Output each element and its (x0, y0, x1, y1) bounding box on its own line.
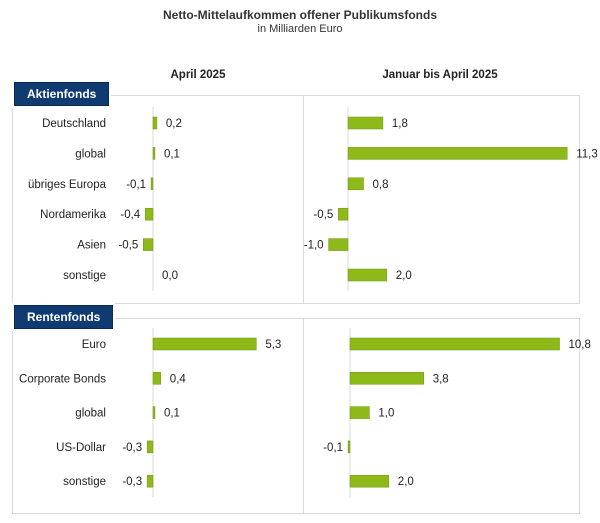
bar (347, 147, 568, 160)
category-label: Nordamerika (40, 209, 106, 221)
bar (152, 147, 156, 160)
bar (152, 116, 158, 130)
data-label: 2,0 (396, 270, 412, 282)
category-label: global (75, 148, 106, 160)
bar (347, 177, 364, 191)
data-label: 0,2 (166, 118, 182, 130)
bar (347, 268, 388, 282)
data-label: -0,3 (122, 442, 142, 454)
bar (146, 440, 154, 454)
panel-aktienfonds (12, 95, 580, 304)
bar (144, 207, 154, 221)
category-label: Euro (82, 339, 106, 351)
bar (347, 116, 384, 130)
bar (338, 207, 349, 221)
bar (349, 337, 560, 351)
bar (347, 440, 351, 454)
column-header-jan-apr: Januar bis April 2025 (382, 69, 498, 81)
data-label: 1,0 (378, 408, 394, 420)
category-label: US-Dollar (56, 442, 106, 454)
section-badge-aktienfonds: Aktienfonds (14, 82, 110, 106)
panel-rentenfonds (12, 318, 580, 514)
category-label: global (75, 408, 106, 420)
data-label: -0,1 (126, 179, 146, 191)
chart-group: 5,3 Euro 0,4 Corporate Bonds 0,1 global -0,3 US… (19, 328, 281, 498)
bar (152, 406, 156, 419)
chart-subtitle: in Milliarden Euro (257, 23, 343, 35)
chart-title: Netto-Mittelaufkommen offener Publikumsf… (162, 8, 437, 22)
data-label: 0,0 (162, 270, 178, 282)
data-label: 0,1 (164, 408, 180, 420)
chart-group: 0,2 Deutschland 0,1 global -0,1 übriges Europ… (28, 107, 182, 291)
category-label: sonstige (63, 270, 106, 282)
data-label: 5,3 (265, 339, 281, 351)
bar (146, 474, 154, 488)
bar (349, 406, 370, 419)
bar (152, 337, 257, 351)
category-label: Asien (77, 240, 106, 252)
bar (328, 238, 349, 251)
bar (143, 238, 154, 251)
data-label: 0,8 (373, 179, 389, 191)
data-label: 1,8 (392, 118, 408, 130)
category-label: Corporate Bonds (19, 373, 106, 385)
data-label: 0,4 (170, 373, 187, 385)
chart-group: 1,8 11,3 0,8 -0,5 -1,0 2,0 (304, 107, 598, 291)
data-label: -0,4 (120, 209, 140, 221)
data-label: -1,0 (304, 240, 324, 252)
bar (150, 177, 154, 191)
section-badge-rentenfonds: Rentenfonds (14, 305, 114, 329)
panel-divider (303, 96, 304, 303)
data-label: 11,3 (576, 148, 598, 160)
data-label: -0,5 (313, 209, 333, 221)
data-label: -0,3 (122, 476, 142, 488)
data-label: 0,1 (164, 148, 180, 160)
data-label: -0,1 (323, 442, 343, 454)
data-label: -0,5 (118, 240, 138, 252)
data-label: 3,8 (433, 373, 449, 385)
panel-divider (303, 319, 304, 513)
chart-group: 10,8 3,8 1,0 -0,1 2,0 (323, 328, 591, 498)
category-label: Deutschland (42, 118, 106, 130)
category-label: übriges Europa (28, 179, 107, 191)
bar (152, 372, 162, 385)
bar (349, 372, 424, 385)
bar (349, 474, 390, 488)
column-header-april: April 2025 (170, 69, 226, 81)
data-label: 2,0 (398, 476, 414, 488)
category-label: sonstige (63, 476, 106, 488)
data-label: 10,8 (569, 339, 591, 351)
